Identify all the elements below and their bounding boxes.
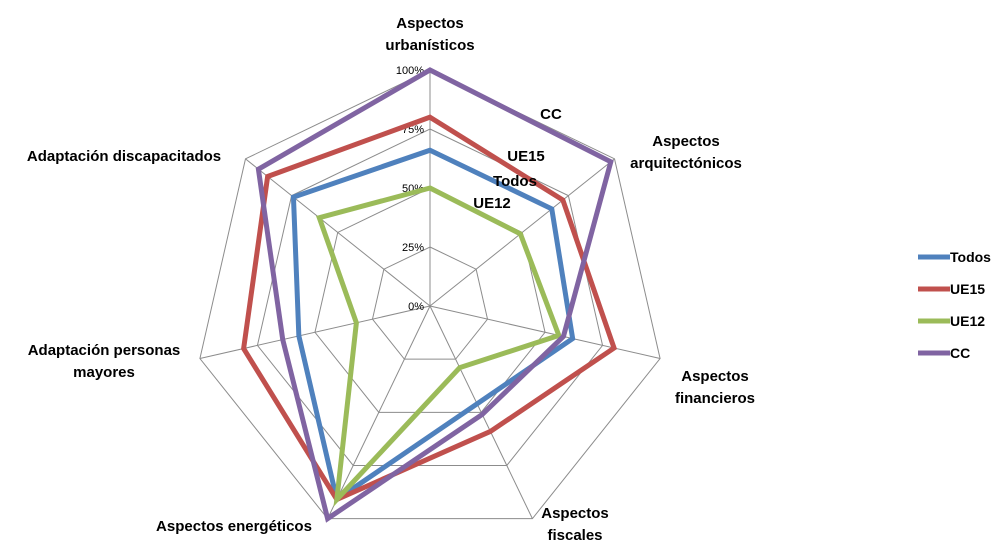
category-label: Aspectos arquitectónicos <box>630 133 742 172</box>
category-labels: Aspectos urbanísticos Aspectos arquitectóni… <box>27 15 755 544</box>
series-annotation: CC <box>540 106 562 123</box>
category-label: Adaptación discapacitados <box>27 148 221 165</box>
series-todos <box>290 147 576 504</box>
category-label: Aspectos urbanísticos <box>385 15 474 54</box>
category-label: Aspectos energéticos <box>156 518 312 535</box>
grid-ring-1 <box>371 246 489 360</box>
tick-label: 0% <box>408 301 424 313</box>
legend-label: UE12 <box>950 313 985 329</box>
legend: Todos UE15 UE12 CC <box>918 249 991 361</box>
grid-ring-4 <box>199 69 661 520</box>
series-ue12 <box>316 185 563 507</box>
series-annotation: UE15 <box>507 148 545 165</box>
grid-spoke-6 <box>245 158 431 307</box>
legend-label: Todos <box>950 249 991 265</box>
grid-spoke-4 <box>327 305 431 519</box>
category-label: Aspectos financieros <box>675 368 755 407</box>
series-annotations: CC UE15 Todos UE12 <box>473 106 562 212</box>
data-series <box>241 67 618 523</box>
grid-spoke-5 <box>199 305 431 360</box>
series-cc <box>255 67 614 523</box>
legend-label: CC <box>950 345 970 361</box>
legend-label: UE15 <box>950 281 985 297</box>
grid-spoke-2 <box>429 305 661 360</box>
category-label: Adaptación personas mayores <box>28 342 181 381</box>
series-annotation: Todos <box>493 173 537 190</box>
series-annotation: UE12 <box>473 195 511 212</box>
grid-ring-3 <box>256 128 604 466</box>
category-label: Aspectos fiscales <box>541 505 609 544</box>
tick-label: 100% <box>396 65 424 77</box>
tick-label: 25% <box>402 242 424 254</box>
